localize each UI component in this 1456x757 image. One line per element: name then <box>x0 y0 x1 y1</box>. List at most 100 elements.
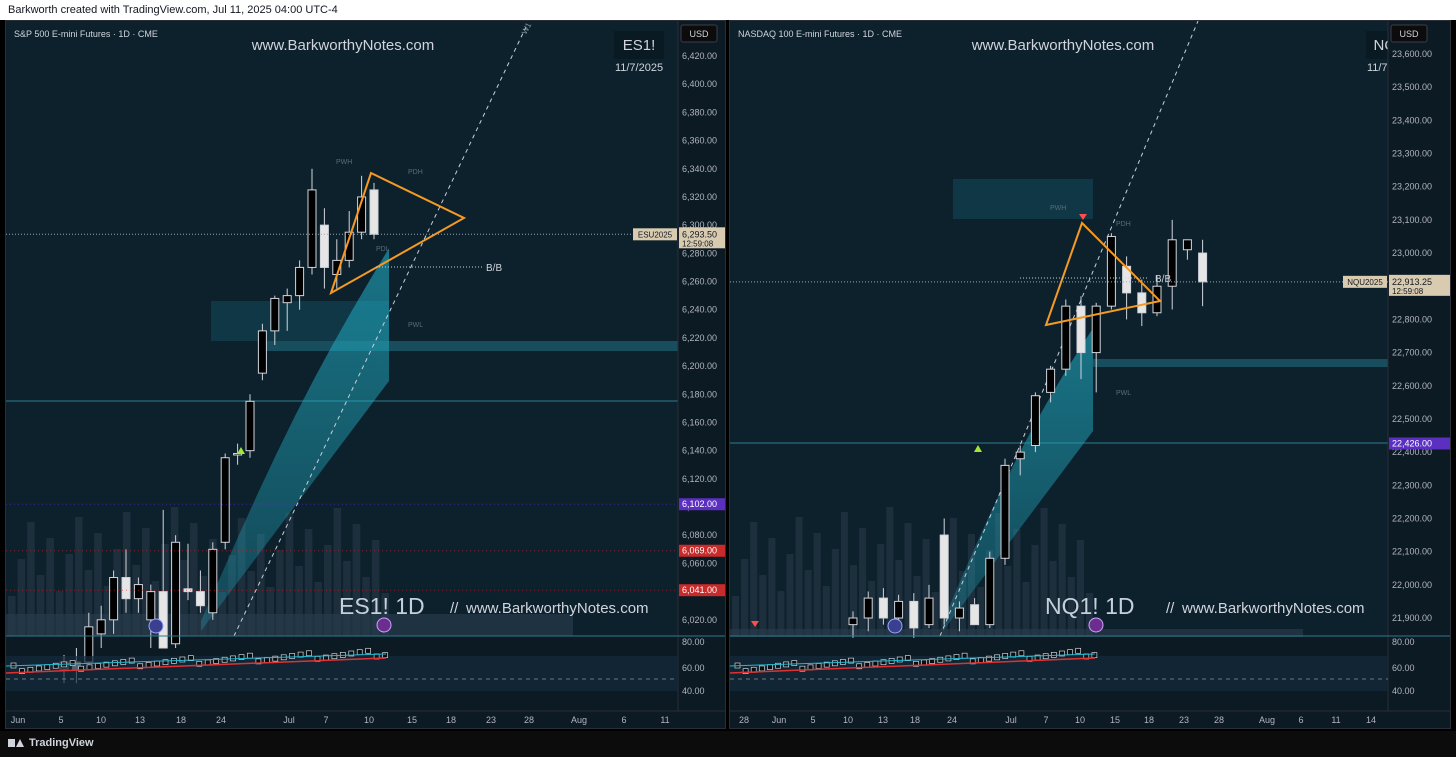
x-tick-label: 28 <box>1214 715 1224 725</box>
x-tick-label: 24 <box>216 715 226 725</box>
ribbon-highlight <box>953 179 1093 219</box>
oscillator-tick-label: 40.00 <box>1392 686 1415 696</box>
oscillator-candle <box>95 663 101 669</box>
symbol-description: S&P 500 E-mini Futures · 1D · CME <box>14 29 158 39</box>
header-caption: Barkworth created with TradingView.com, … <box>0 0 1456 20</box>
volume-bar <box>795 517 803 636</box>
volume-bar <box>1067 577 1075 636</box>
candle-body <box>295 266 305 297</box>
oscillator-candle <box>348 650 355 657</box>
volume-bar <box>228 555 236 636</box>
x-tick-label: 18 <box>446 715 456 725</box>
sell-signal-triangle <box>751 621 759 627</box>
oscillator-candle <box>382 652 388 658</box>
bb-label: B/B <box>486 263 502 274</box>
oscillator-candle <box>69 660 76 666</box>
oscillator-candle <box>831 660 838 667</box>
contract-label: ESU2025 <box>638 230 673 239</box>
supply-zone <box>261 341 681 351</box>
x-tick-label: 28 <box>739 715 749 725</box>
oscillator-candle <box>255 658 262 665</box>
candle-body <box>1030 395 1040 446</box>
y-tick-label: 6,320.00 <box>682 192 717 202</box>
candle-body <box>1091 305 1101 354</box>
contract-label: NQU2025 <box>1347 278 1383 287</box>
dividend-icon <box>148 618 164 634</box>
oscillator-candle <box>179 656 186 663</box>
y-tick-label: 23,600.00 <box>1392 49 1432 59</box>
contract-tag <box>1343 275 1387 288</box>
volume-bar <box>877 544 885 636</box>
oscillator-candle <box>356 649 363 656</box>
candle-body <box>1198 252 1208 283</box>
candle-body <box>1076 305 1086 354</box>
candle-body <box>319 224 329 268</box>
x-tick-label: 15 <box>407 715 417 725</box>
y-tick-label: 23,300.00 <box>1392 149 1432 159</box>
x-tick-label: 18 <box>176 715 186 725</box>
candle-body <box>344 231 354 261</box>
candle-body <box>257 330 267 374</box>
tradingview-logo[interactable]: TradingView <box>8 737 94 749</box>
nq-chart-svg[interactable]: B/B PWH PDH PWL www.BarkworthyNotes.com NASDA… <box>730 21 1451 729</box>
volume-bar <box>849 565 858 636</box>
y-tick-label: 6,240.00 <box>682 305 717 315</box>
y-tick-label: 22,100.00 <box>1392 547 1432 557</box>
y-tick-label: 6,400.00 <box>682 79 717 89</box>
oscillator-candle <box>986 655 992 662</box>
triangle-pattern <box>329 171 467 296</box>
y-tick-label: 22,200.00 <box>1392 513 1432 523</box>
oscillator-candle <box>953 654 960 660</box>
x-tick-label: 10 <box>364 715 374 725</box>
x-tick-label: 10 <box>96 715 106 725</box>
candle-body <box>1137 292 1147 314</box>
big-label-separator: // <box>450 600 459 617</box>
y-tick-label: 6,160.00 <box>682 417 717 427</box>
volume-bar <box>977 587 985 636</box>
volume-bar <box>371 540 380 636</box>
earnings-icon <box>376 617 392 633</box>
buy-signal-triangle <box>974 445 982 452</box>
oscillator-candle <box>1075 647 1082 654</box>
x-tick-label: 11 <box>1331 715 1340 725</box>
x-tick-label: 23 <box>1179 715 1189 725</box>
x-tick-label: 10 <box>843 715 853 725</box>
x-tick-label: 7 <box>1043 715 1048 725</box>
x-tick-label: 14 <box>1366 715 1376 725</box>
oscillator-candle <box>799 665 806 672</box>
oscillator-candle <box>775 662 781 669</box>
level-label: PWH <box>336 159 352 166</box>
candle-body <box>878 597 888 619</box>
oscillator-candle <box>196 660 203 667</box>
big-label-url: www.BarkworthyNotes.com <box>1181 600 1365 617</box>
y-tick-label: 6,120.00 <box>682 474 717 484</box>
level-tag <box>679 498 725 511</box>
candle-body <box>970 604 980 626</box>
volume-bar <box>285 513 294 636</box>
last-price-tag <box>1389 274 1450 296</box>
oscillator-candle <box>247 652 253 659</box>
candle-body <box>220 457 230 543</box>
nq-chart-panel[interactable]: B/B PWH PDH PWL www.BarkworthyNotes.com NASDA… <box>729 20 1451 729</box>
currency-box <box>1390 24 1428 43</box>
oscillator-candle <box>78 665 84 672</box>
volume-bar <box>276 550 284 636</box>
oscillator-candle <box>1067 649 1073 656</box>
x-tick-label: Jun <box>772 715 787 725</box>
trend-line <box>939 21 1199 637</box>
candle-body <box>909 600 919 629</box>
oscillator-candle <box>742 668 749 675</box>
tradingview-brand: TradingView <box>29 737 94 749</box>
candle-body <box>109 577 119 621</box>
candle-body <box>1015 451 1025 460</box>
y-tick-label: 22,800.00 <box>1392 314 1432 324</box>
y-tick-label: 6,080.00 <box>682 530 717 540</box>
x-tick-label: Jul <box>283 715 295 725</box>
x-tick-label: 6 <box>1298 715 1303 725</box>
candle-body <box>208 548 218 614</box>
volume-bar <box>859 528 867 636</box>
candle-body <box>282 295 292 304</box>
oscillator-tick-label: 80.00 <box>1392 637 1415 647</box>
